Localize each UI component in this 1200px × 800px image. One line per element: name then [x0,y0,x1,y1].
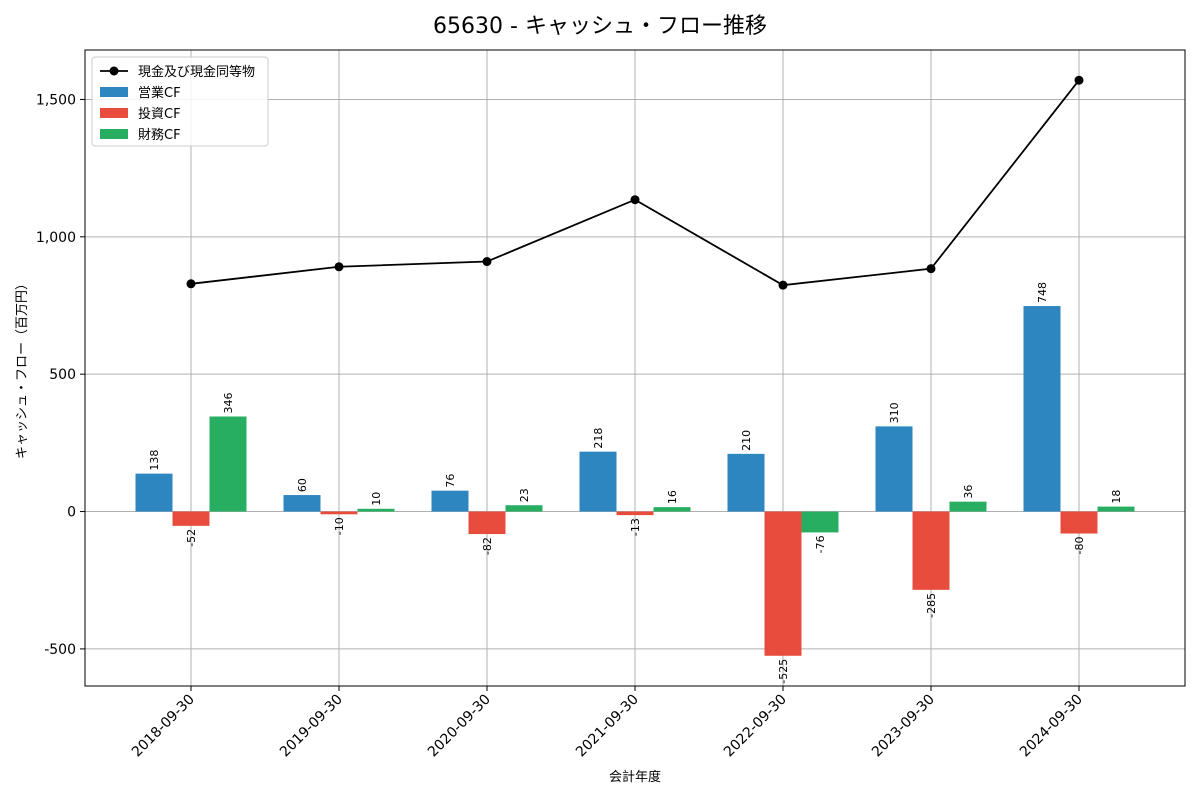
legend-label: 現金及び現金同等物 [138,64,255,80]
bar-投資CF [320,511,358,515]
chart-title: 65630 - キャッシュ・フロー推移 [433,14,767,39]
x-tick-label: 2018-09-30 [129,692,198,761]
bar-投資CF [616,511,654,516]
legend-box [91,56,269,147]
bar-投資CF [172,511,210,526]
x-tick-label: 2022-09-30 [721,692,790,761]
bar-営業CF [579,451,617,512]
y-tick-label: 1,500 [36,92,76,108]
cash-point [630,195,640,205]
y-tick-label: -500 [44,642,76,658]
x-tick-label: 2020-09-30 [425,692,494,761]
bar-value-label: 138 [148,450,161,471]
bar-value-label: -76 [814,535,827,553]
bar-投資CF [764,511,802,656]
bar-value-label: 310 [888,402,901,423]
bar-営業CF [727,453,765,512]
bar-value-label: 16 [666,490,679,504]
bar-value-label: -10 [333,517,346,535]
legend-label: 投資CF [138,106,181,122]
bar-value-label: -13 [629,518,642,536]
bar-value-label: -525 [777,659,790,684]
y-tick-label: 500 [49,367,76,383]
x-tick-label: 2024-09-30 [1017,692,1086,761]
legend-swatch [100,129,128,139]
bar-財務CF [209,416,247,512]
bar-value-label: 36 [962,485,975,499]
cash-point [482,257,492,267]
bar-value-label: 76 [444,474,457,488]
y-tick-label: 0 [67,505,76,521]
bar-value-label: 18 [1110,490,1123,504]
bar-財務CF [801,511,839,533]
bar-営業CF [135,473,173,512]
bar-value-label: 748 [1036,282,1049,303]
bar-営業CF [431,490,469,512]
bar-value-label: -80 [1073,537,1086,555]
bar-value-label: 23 [518,488,531,502]
bar-value-label: 60 [296,478,309,492]
bar-財務CF [653,507,691,512]
x-tick-label: 2023-09-30 [869,692,938,761]
cash-point [926,264,936,274]
cash-point [1074,75,1084,85]
bars-layer [135,306,1135,656]
bar-value-label: 210 [740,430,753,451]
ticks-layer: -500 0 500 1,000 1,500 2018-09-30 2019-09-30 20… [36,92,1086,760]
legend-line-marker [109,66,119,76]
bar-投資CF [468,511,506,535]
x-tick-label: 2019-09-30 [277,692,346,761]
bar-value-label: -82 [481,537,494,555]
bar-財務CF [1097,506,1135,512]
legend-swatch [100,108,128,118]
bar-財務CF [949,501,987,512]
bar-value-label: -52 [185,529,198,547]
bar-営業CF [283,495,321,512]
bar-投資CF [1060,511,1098,534]
legend-swatch [100,87,128,97]
x-tick-label: 2021-09-30 [573,692,642,761]
bar-営業CF [875,426,913,512]
legend-label: 財務CF [138,128,181,143]
bar-value-label: 10 [370,492,383,506]
line-layer [186,75,1084,290]
bar-投資CF [912,511,950,590]
bar-営業CF [1023,306,1061,512]
x-axis-label: 会計年度 [609,769,661,785]
cash-point [186,279,196,289]
bar-labels-layer: 138 60 76 218 210 310 748 -52 -10 -82 -13 -525 -285 -… [148,282,1123,684]
y-axis-label: キャッシュ・フロー（百万円） [15,277,30,459]
bar-value-label: 346 [222,392,235,413]
cash-point [334,262,344,272]
legend-label: 営業CF [138,85,181,101]
bar-財務CF [357,508,395,512]
cash-point [778,280,788,290]
bar-財務CF [505,505,543,512]
y-tick-label: 1,000 [36,230,76,246]
bar-value-label: 218 [592,428,605,449]
bar-value-label: -285 [925,593,938,618]
